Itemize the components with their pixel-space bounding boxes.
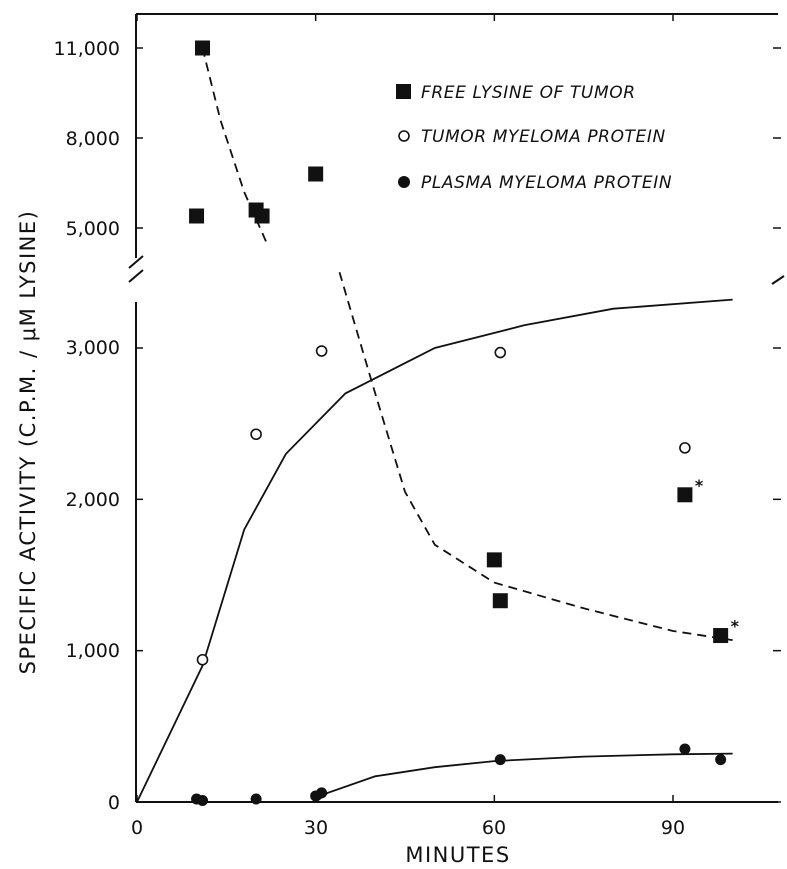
- point-free-lysine: [189, 208, 205, 224]
- fit-curve-plasma-myeloma: [137, 752, 733, 803]
- x-axis-title: MINUTES: [405, 843, 510, 867]
- y-tick-label: 0: [108, 792, 120, 814]
- legend-label: FREE LYSINE OF TUMOR: [421, 83, 636, 103]
- point-plasma-myeloma: [250, 793, 262, 805]
- point-tumor-myeloma: [196, 653, 209, 666]
- point-plasma-myeloma: [715, 754, 727, 766]
- y-tick-label: 5,000: [66, 218, 120, 240]
- point-plasma-myeloma: [494, 754, 506, 766]
- x-tick-label: 60: [482, 817, 506, 839]
- ticks: [136, 14, 781, 803]
- fit-curve-free-lysine: [338, 272, 733, 641]
- point-free-lysine: [677, 487, 693, 503]
- point-free-lysine: [713, 628, 729, 644]
- legend-marker-filled-square: [396, 84, 411, 99]
- point-tumor-myeloma: [315, 345, 328, 357]
- point-free-lysine: [254, 208, 270, 224]
- x-tick-label: 0: [131, 817, 143, 839]
- point-tumor-myeloma: [679, 442, 691, 454]
- point-free-lysine: [486, 552, 502, 568]
- point-annotation-star: *: [731, 617, 740, 636]
- y-tick-label: 1,000: [66, 640, 120, 662]
- fit-curve-tumor-myeloma: [136, 298, 733, 803]
- point-tumor-myeloma: [250, 428, 262, 441]
- point-plasma-myeloma: [197, 794, 209, 806]
- point-annotation-star: *: [695, 476, 704, 495]
- y-tick-label: 3,000: [66, 337, 120, 359]
- legend-label: TUMOR MYELOMA PROTEIN: [421, 127, 666, 147]
- x-tick-label: 90: [661, 817, 685, 839]
- y-axis-title: SPECIFIC ACTIVITY (C.P.M. / μM LYSINE): [16, 210, 40, 675]
- legend-marker-open-circle: [398, 130, 410, 142]
- point-plasma-myeloma: [316, 787, 328, 799]
- point-tumor-myeloma: [494, 346, 507, 359]
- tick-labels: 11,000 8,000 5,000 3,000 2,000 1,000 0 0…: [54, 38, 686, 839]
- legend-marker-filled-circle: [398, 176, 410, 188]
- axis-break-mark: [771, 275, 785, 285]
- point-plasma-myeloma: [679, 743, 691, 755]
- legend-label: PLASMA MYELOMA PROTEIN: [421, 173, 672, 193]
- fit-curve-free-lysine: [201, 47, 269, 247]
- legend: FREE LYSINE OF TUMOR TUMOR MYELOMA PROTE…: [396, 83, 672, 193]
- point-free-lysine: [195, 40, 211, 56]
- fitted-curves: [136, 47, 733, 803]
- y-tick-label: 2,000: [66, 489, 120, 511]
- point-free-lysine: [308, 166, 324, 182]
- axis-break-mark: [128, 255, 144, 283]
- data-points: **: [189, 40, 740, 806]
- x-tick-label: 30: [304, 817, 328, 839]
- y-tick-label: 11,000: [54, 38, 120, 60]
- point-free-lysine: [492, 593, 508, 609]
- y-tick-label: 8,000: [66, 128, 120, 150]
